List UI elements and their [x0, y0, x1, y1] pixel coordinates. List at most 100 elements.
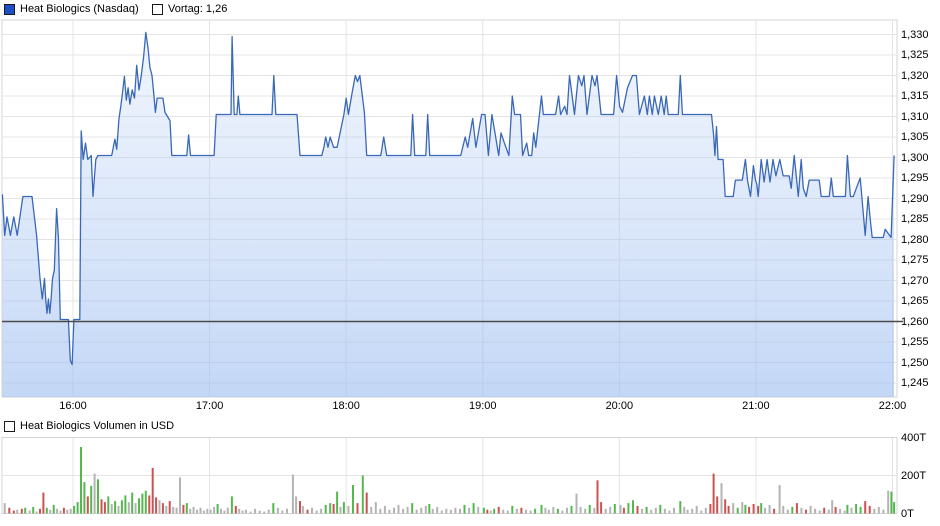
volume-bar	[12, 510, 15, 514]
volume-bar	[35, 511, 38, 514]
volume-bar	[223, 510, 226, 514]
volume-bar	[311, 507, 313, 514]
volume-bar	[720, 483, 723, 514]
volume-bar	[654, 507, 657, 514]
price-ytick-label: 1,300	[901, 151, 929, 164]
volume-bar	[134, 503, 137, 514]
price-ytick-label: 1,265	[901, 295, 929, 307]
volume-bar	[686, 509, 689, 514]
time-xtick-label: 19:00	[468, 400, 497, 412]
volume-bar	[873, 508, 876, 514]
volume-bar	[206, 508, 209, 514]
volume-bar	[561, 510, 564, 514]
volume-bar	[347, 505, 350, 514]
volume-bar	[379, 508, 382, 514]
volume-bar	[736, 507, 739, 514]
volume-bar	[877, 506, 880, 514]
volume-bar	[700, 510, 703, 514]
legend-vortag[interactable]: Vortag: 1,26	[152, 3, 227, 15]
volume-bar	[748, 506, 751, 514]
volume-bar	[356, 503, 359, 514]
volume-bar	[397, 504, 400, 514]
volume-bar	[752, 504, 755, 514]
legend-volume[interactable]: Heat Biologics Volumen in USD	[4, 420, 174, 432]
volume-bar	[241, 510, 244, 514]
price-line	[1, 31, 895, 366]
volume-bar	[254, 508, 257, 514]
volume-bar	[103, 502, 106, 514]
volume-bar	[138, 498, 140, 514]
volume-bar	[613, 504, 616, 514]
volume-bar	[695, 505, 698, 514]
volume-bar	[791, 506, 794, 514]
volume-bar	[83, 482, 86, 514]
volume-bar	[226, 507, 229, 514]
time-xtick-label: 20:00	[605, 400, 634, 412]
volume-bar	[374, 502, 377, 514]
volume-bar	[609, 506, 612, 514]
volume-bar	[600, 502, 603, 514]
volume-bar	[839, 508, 842, 514]
volume-bar	[124, 495, 127, 514]
volume-bar	[827, 509, 830, 514]
volume-bar	[868, 505, 871, 514]
volume-bar	[16, 509, 19, 514]
volume-bar	[165, 505, 168, 514]
volume-bar	[773, 508, 776, 514]
legend-price-series[interactable]: Heat Biologics (Nasdaq)	[4, 3, 139, 15]
price-ytick-label: 1,270	[901, 274, 929, 287]
price-ytick-label: 1,330	[901, 28, 929, 41]
volume-bar	[263, 511, 266, 514]
volume-bar	[544, 507, 547, 514]
volume-bar	[511, 505, 514, 514]
volume-bar	[831, 500, 834, 514]
volume-bar	[365, 492, 368, 514]
volume-bar	[117, 505, 120, 514]
volume-bar	[814, 508, 817, 514]
volume-bar	[249, 511, 252, 514]
volume-bar	[786, 509, 789, 514]
volume-bar	[834, 506, 837, 514]
volume-ytick-label: 0T	[901, 507, 914, 520]
volume-bar	[234, 505, 237, 514]
volume-bar	[650, 509, 653, 514]
volume-bar	[213, 506, 216, 514]
volume-bar	[196, 509, 199, 514]
volume-bar	[411, 503, 414, 514]
volume-bar	[179, 477, 181, 514]
volume-bar	[525, 509, 527, 514]
volume-bar	[809, 505, 812, 514]
price-ytick-label: 1,275	[901, 254, 929, 266]
volume-bar	[547, 509, 550, 514]
volume-bar	[175, 507, 178, 514]
volume-bar	[209, 509, 212, 514]
volume-bar	[299, 501, 301, 514]
volume-bar	[49, 509, 52, 514]
volume-bar	[370, 506, 373, 514]
volume-bar	[189, 508, 192, 514]
volume-bar	[760, 503, 763, 514]
volume-bar	[782, 505, 785, 514]
volume-bar	[893, 502, 896, 514]
volume-bar	[272, 503, 275, 514]
volume-bar	[230, 496, 233, 514]
volume-bar	[161, 503, 164, 514]
volume-label: Heat Biologics Volumen in USD	[20, 420, 175, 432]
volume-bar	[388, 509, 391, 514]
time-xtick-label: 21:00	[742, 400, 770, 412]
volume-bar	[62, 507, 65, 514]
volume-bar	[468, 507, 471, 514]
volume-bar	[540, 504, 543, 514]
volume-bar	[454, 507, 457, 514]
volume-bar	[627, 503, 630, 514]
volume-bar	[882, 509, 885, 514]
volume-bar	[566, 507, 568, 514]
price-ytick-label: 1,260	[901, 315, 929, 328]
volume-bar	[267, 509, 270, 514]
volume-bar	[727, 505, 730, 514]
price-ytick-label: 1,315	[901, 90, 929, 102]
volume-bar	[131, 492, 134, 514]
vortag-label: Vortag: 1,26	[168, 3, 228, 15]
volume-bar	[383, 505, 386, 514]
